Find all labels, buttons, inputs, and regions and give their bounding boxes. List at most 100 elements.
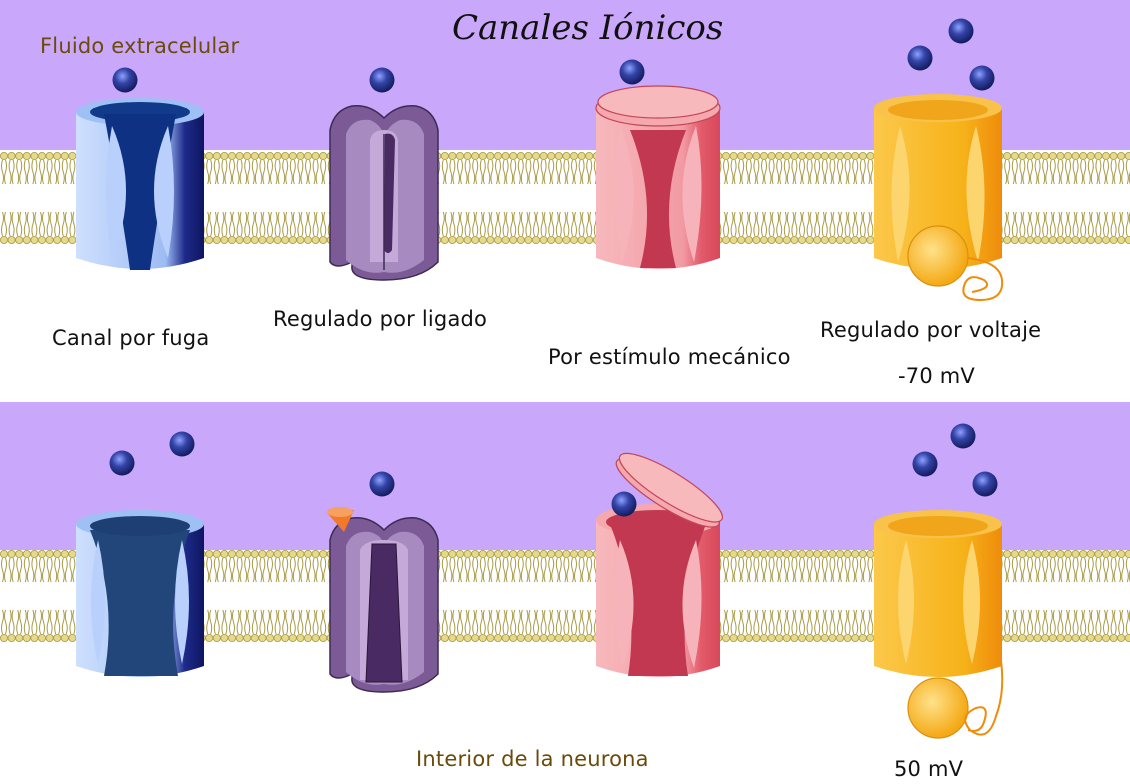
lipid-head (1018, 550, 1027, 559)
lipid-head (455, 550, 464, 559)
lipid-head (1102, 634, 1111, 643)
lipid-head (577, 235, 586, 244)
lipid-head (1041, 235, 1050, 244)
lipid-tail (1095, 159, 1102, 237)
lipid-head (1003, 235, 1012, 244)
lipid-head (858, 235, 867, 244)
lipid-tail (548, 159, 555, 237)
lipid-head (752, 151, 761, 160)
lipid-tail (783, 159, 790, 237)
lipid-head (767, 235, 776, 244)
lipid-head (1026, 151, 1035, 160)
lipid-head (30, 151, 39, 160)
lipid-head (760, 550, 769, 559)
lipid-tail (510, 557, 517, 635)
lipid-tail (1080, 557, 1087, 635)
lipid-tail (441, 557, 448, 635)
lipid-head (258, 634, 267, 643)
lipid-tail (31, 557, 38, 635)
lipid-head (1003, 151, 1012, 160)
lipid-tail (31, 159, 38, 237)
lipid-head (585, 634, 594, 643)
lipid-head (471, 151, 480, 160)
lipid-tail (540, 159, 547, 237)
lipid-tail (533, 159, 539, 237)
lipid-head (782, 151, 791, 160)
lipid-tail (791, 557, 798, 635)
lipid-head (828, 634, 837, 643)
lipid-head (68, 235, 77, 244)
lipid-tail (776, 557, 783, 635)
lipid-tail (487, 159, 494, 237)
lipid-tail (586, 557, 593, 635)
lipid-head (752, 235, 761, 244)
lipid-head (570, 235, 579, 244)
lipid-head (455, 235, 464, 244)
ion-icon (912, 451, 938, 477)
lipid-head (1109, 634, 1118, 643)
lipid-tail (259, 159, 266, 237)
lipid-head (509, 634, 518, 643)
lipid-head (570, 151, 579, 160)
lipid-head (1048, 235, 1057, 244)
lipid-tail (54, 557, 61, 635)
lipid-head (227, 235, 236, 244)
lipid-head (30, 550, 39, 559)
lipid-head (273, 634, 282, 643)
lipid-tail (46, 557, 53, 635)
lipid-tail (1027, 159, 1033, 237)
lipid-tail (821, 557, 828, 635)
lipid-head (782, 634, 791, 643)
lipid-head (0, 634, 8, 643)
lipid-head (1109, 235, 1118, 244)
lipid-head (1026, 550, 1035, 559)
lipid-head (1064, 151, 1073, 160)
lipid-tail (39, 557, 45, 635)
lipid-tail (578, 557, 585, 635)
lipid-tail (236, 557, 243, 635)
lipid-head (843, 151, 852, 160)
lipid-head (258, 235, 267, 244)
lipid-tail (213, 159, 220, 237)
lipid-head (509, 151, 518, 160)
lipid-head (7, 235, 16, 244)
channel-label-leak: Canal por fuga (52, 326, 210, 350)
lipid-tail (487, 557, 494, 635)
lipid-tail (1034, 159, 1041, 237)
lipid-head (471, 235, 480, 244)
ion-icon (619, 59, 645, 85)
lipid-tail (16, 557, 23, 635)
lipid-head (828, 235, 837, 244)
lipid-head (1124, 634, 1130, 642)
lipid-head (471, 550, 480, 559)
lipid-head (524, 550, 533, 559)
lipid-tail (753, 159, 760, 237)
lipid-head (1086, 634, 1095, 643)
lipid-head (547, 151, 556, 160)
extracellular-fluid-label: Fluido extracelular (40, 34, 240, 58)
lipid-head (1079, 151, 1088, 160)
lipid-head (509, 550, 518, 559)
lipid-tail (23, 557, 30, 635)
lipid-head (250, 151, 259, 160)
lipid-tail (221, 557, 228, 635)
lipid-head (319, 151, 328, 160)
lipid-tail (495, 557, 501, 635)
lipid-tail (479, 557, 486, 635)
lipid-tail (46, 159, 53, 237)
lipid-head (1041, 634, 1050, 643)
lipid-tail (768, 557, 775, 635)
lipid-head (805, 634, 814, 643)
lipid-head (790, 634, 799, 643)
lipid-tail (586, 159, 593, 237)
lipid-head (752, 550, 761, 559)
lipid-head (45, 235, 54, 244)
lipid-tail (472, 159, 479, 237)
lipid-tail (859, 159, 866, 237)
lipid-tail (783, 557, 790, 635)
lipid-tail (1, 557, 7, 635)
lipid-head (235, 550, 244, 559)
lipid-head (782, 235, 791, 244)
lipid-tail (1042, 159, 1049, 237)
lipid-head (1094, 151, 1103, 160)
